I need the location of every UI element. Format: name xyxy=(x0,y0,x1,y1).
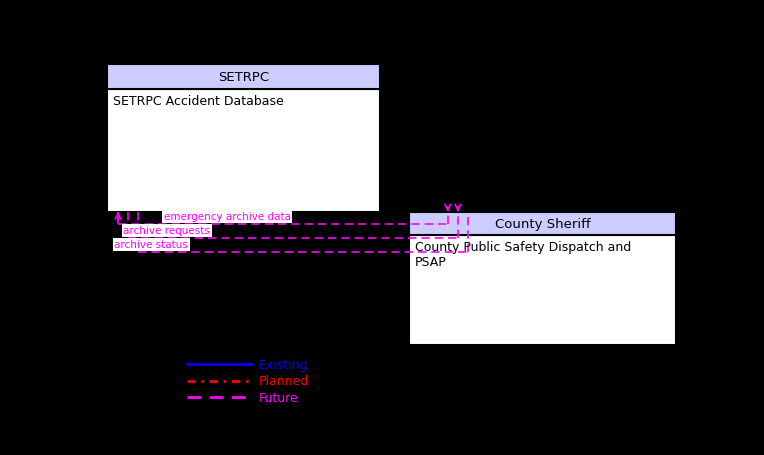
Text: SETRPC: SETRPC xyxy=(218,71,269,84)
Bar xyxy=(410,235,676,345)
Text: County Sheriff: County Sheriff xyxy=(495,217,591,230)
Bar xyxy=(107,90,380,212)
Text: archive requests: archive requests xyxy=(123,226,210,236)
Text: emergency archive data: emergency archive data xyxy=(163,212,290,222)
Bar xyxy=(410,212,676,235)
Text: County Public Safety Dispatch and
PSAP: County Public Safety Dispatch and PSAP xyxy=(416,240,632,268)
Text: Existing: Existing xyxy=(258,358,308,371)
Text: Future: Future xyxy=(258,391,298,404)
Text: archive status: archive status xyxy=(115,240,188,250)
Bar xyxy=(107,65,380,90)
Text: Planned: Planned xyxy=(258,374,309,388)
Text: SETRPC Accident Database: SETRPC Accident Database xyxy=(113,95,284,108)
